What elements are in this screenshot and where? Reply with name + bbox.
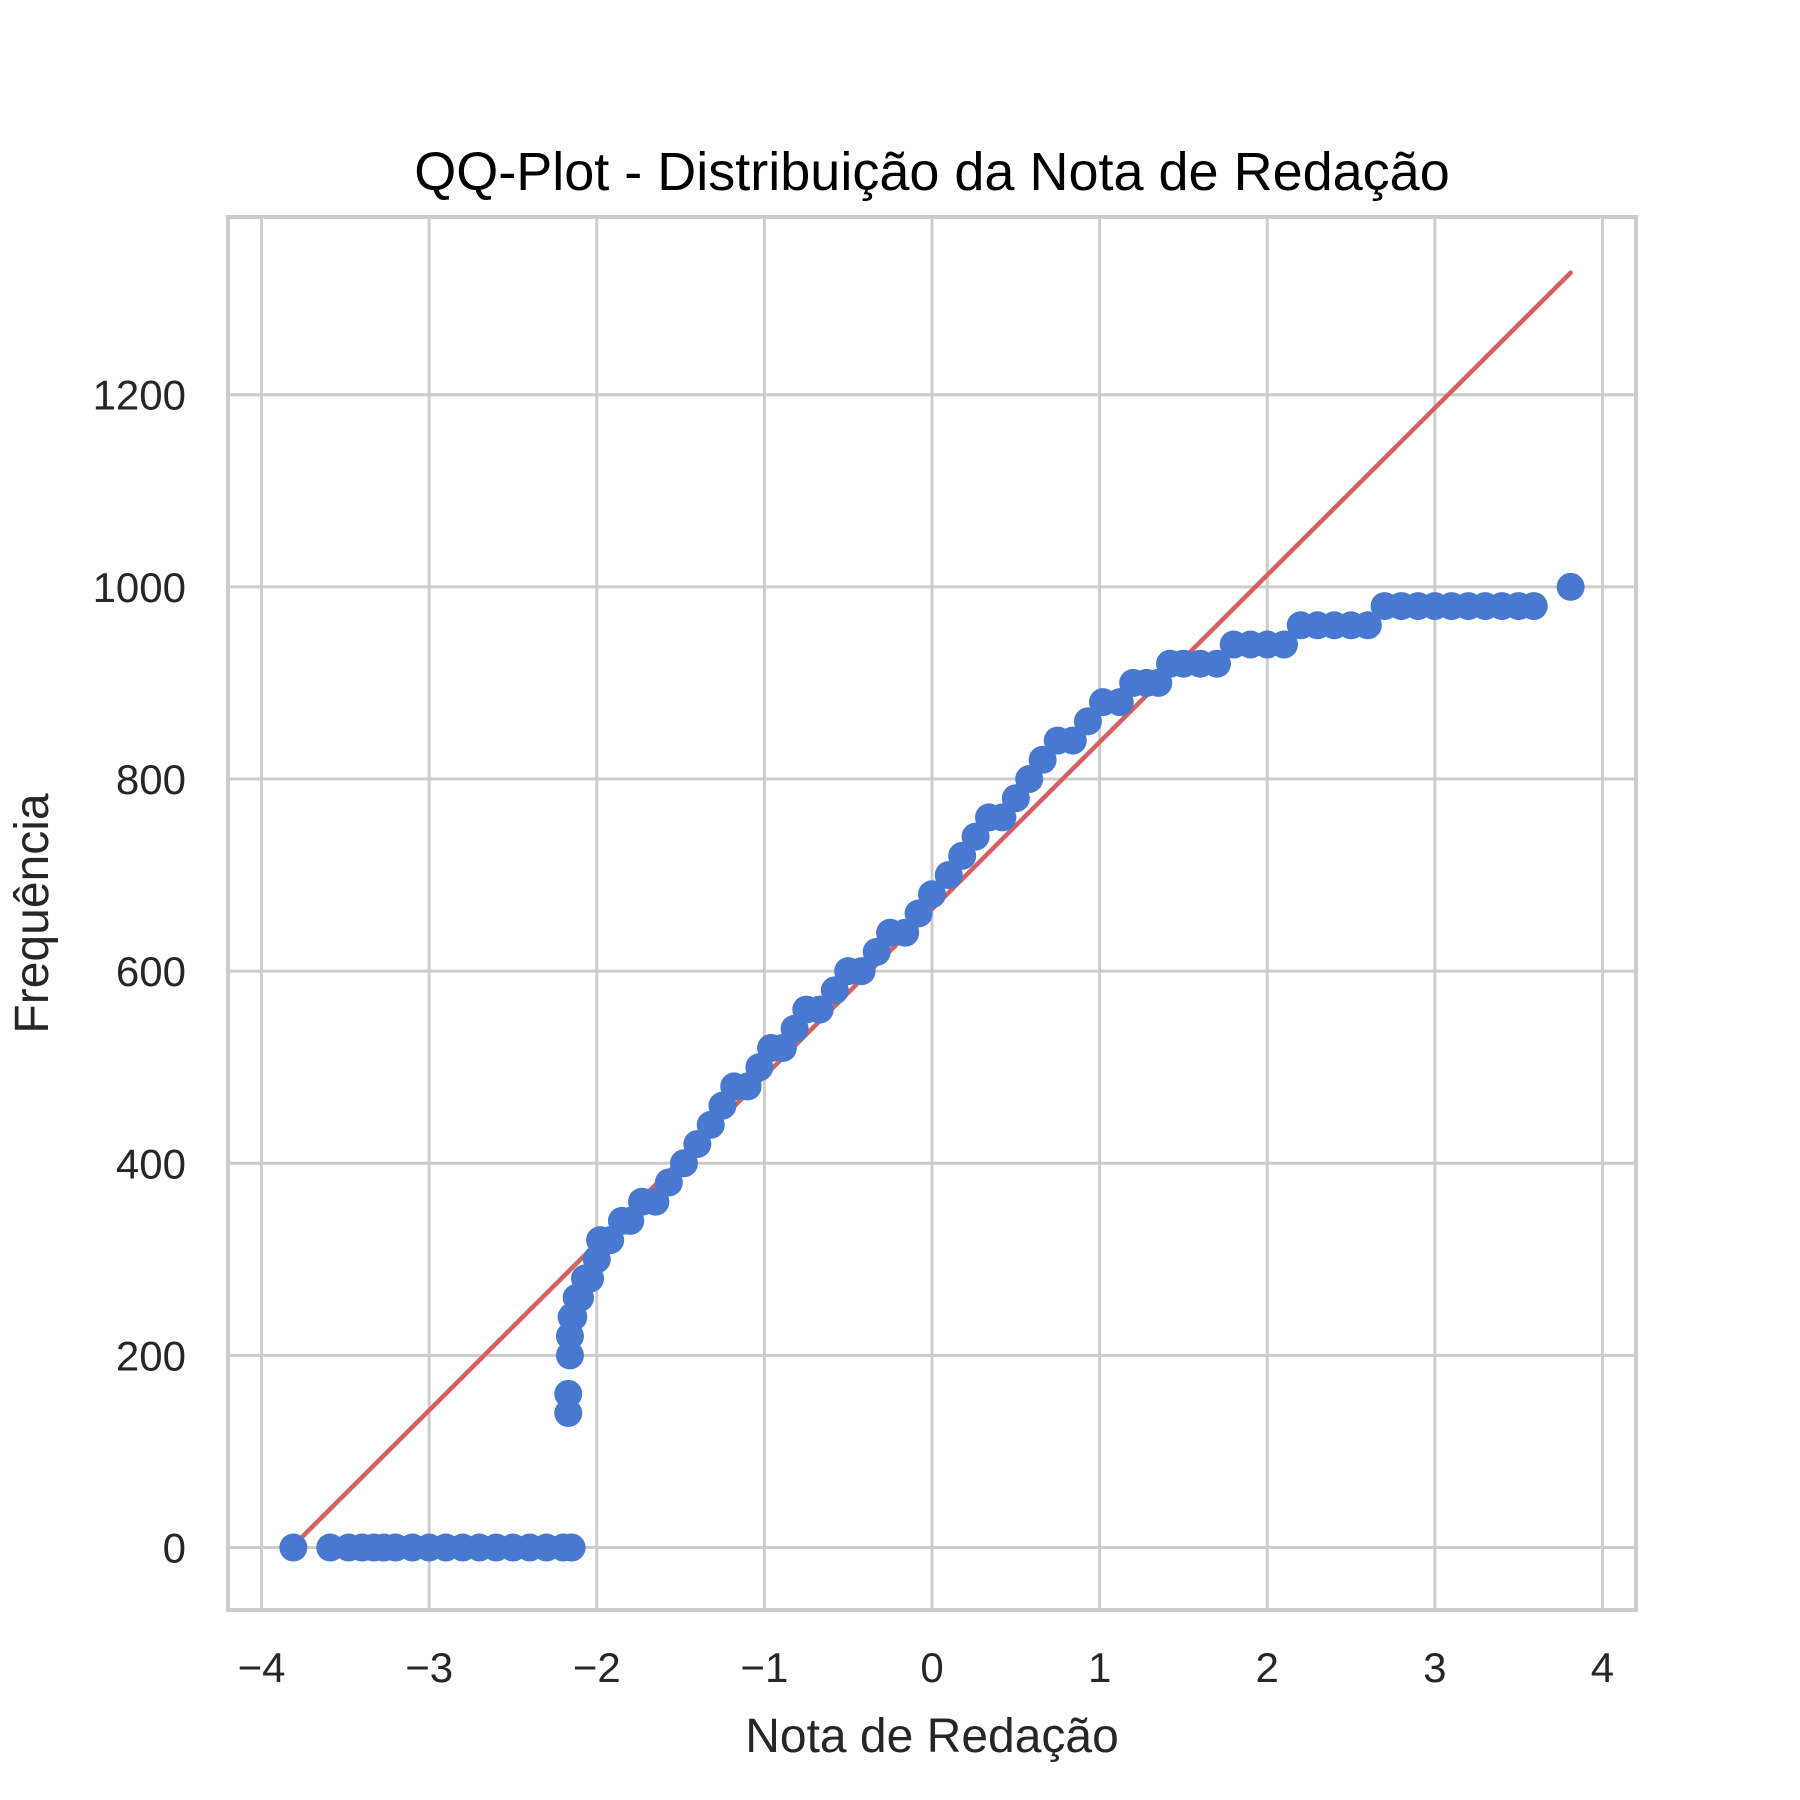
qq-point	[1556, 572, 1585, 601]
x-tick-label: −2	[573, 1644, 621, 1691]
qq-point	[554, 1399, 583, 1428]
y-tick-label: 0	[163, 1525, 186, 1572]
qq-point	[918, 880, 946, 909]
qq-point	[1202, 649, 1231, 678]
chart-title: QQ-Plot - Distribuição da Nota de Redaçã…	[414, 142, 1450, 202]
sample-points-layer	[279, 572, 1585, 1562]
x-tick-label: −4	[238, 1644, 286, 1691]
y-axis-label: Frequência	[6, 793, 59, 1033]
x-tick-label: 0	[920, 1644, 943, 1691]
y-tick-label: 800	[116, 756, 186, 803]
x-tick-label: 3	[1423, 1644, 1446, 1691]
qq-point	[654, 1168, 683, 1197]
plot-frame	[226, 215, 1638, 1612]
qq-point	[1270, 630, 1298, 659]
qq-point	[555, 1341, 584, 1370]
qq-point	[805, 995, 834, 1024]
qq-point	[279, 1533, 308, 1562]
x-tick-label: 1	[1088, 1644, 1111, 1691]
qq-point	[554, 1379, 583, 1408]
x-tick-label: 2	[1256, 1644, 1279, 1691]
y-tick-label: 1000	[93, 564, 186, 611]
x-tick-label: 4	[1591, 1644, 1614, 1691]
reference-line	[291, 270, 1573, 1548]
x-tick-label: −3	[405, 1644, 453, 1691]
qq-point	[1058, 726, 1087, 755]
qq-point	[847, 957, 876, 986]
y-tick-label: 600	[116, 948, 186, 995]
y-tick-label: 1200	[93, 372, 186, 419]
qq-point	[1519, 592, 1548, 621]
qq-point	[1073, 707, 1102, 736]
qq-point	[1028, 745, 1057, 774]
y-tick-label: 200	[116, 1332, 186, 1379]
x-axis-ticks: −4 −3 −2 −1 0 1 2 3 4	[238, 1644, 1615, 1691]
x-axis-label: Nota de Redação	[745, 1710, 1119, 1763]
y-tick-label: 400	[116, 1140, 186, 1187]
reference-line-layer	[291, 270, 1573, 1548]
y-axis-ticks: 0 200 400 600 800 1000 1200	[93, 372, 186, 1572]
qq-point	[557, 1533, 586, 1562]
qq-point	[1353, 611, 1382, 640]
x-tick-label: −1	[740, 1644, 788, 1691]
